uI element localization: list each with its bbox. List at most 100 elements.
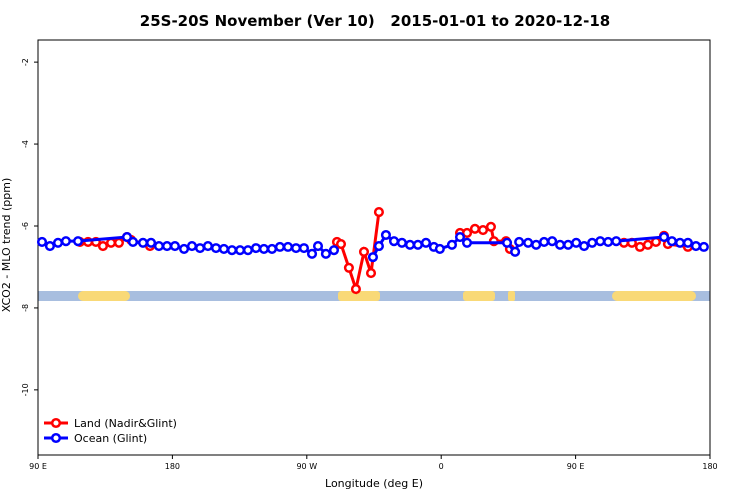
land-patch xyxy=(78,291,130,301)
point xyxy=(666,236,677,247)
point xyxy=(461,227,473,239)
x-tick-label: 90 W xyxy=(296,462,317,471)
point xyxy=(373,241,384,252)
point xyxy=(250,243,262,254)
point xyxy=(306,248,318,259)
legend-entry: Ocean (Glint) xyxy=(44,432,147,445)
y-tick-label: -8 xyxy=(21,304,30,312)
point xyxy=(373,207,384,218)
point xyxy=(234,245,246,256)
x-axis-label: Longitude (deg E) xyxy=(325,477,423,490)
point xyxy=(121,232,133,243)
point xyxy=(320,248,331,259)
point xyxy=(690,241,702,252)
point xyxy=(113,237,124,248)
point xyxy=(698,241,709,252)
point xyxy=(186,241,198,252)
point xyxy=(266,243,278,254)
point xyxy=(290,243,302,254)
point xyxy=(485,221,496,232)
point xyxy=(72,236,84,247)
point xyxy=(44,241,55,252)
point xyxy=(674,237,686,248)
legend-marker xyxy=(50,432,62,444)
y-tick-label: -6 xyxy=(21,222,30,230)
point xyxy=(274,241,285,252)
point xyxy=(563,239,574,250)
point xyxy=(358,246,370,257)
point xyxy=(461,237,473,248)
plot-frame xyxy=(37,39,711,456)
point xyxy=(514,236,525,248)
y-tick-label: -10 xyxy=(21,383,30,396)
legend-label: Land (Nadir&Glint) xyxy=(74,417,177,430)
point xyxy=(502,237,513,248)
x-tick-label: 180 xyxy=(165,462,180,471)
legend-label: Ocean (Glint) xyxy=(74,432,147,445)
point xyxy=(446,239,458,250)
point xyxy=(682,237,693,248)
point xyxy=(178,243,190,254)
point xyxy=(145,237,157,248)
point xyxy=(97,241,109,252)
point xyxy=(412,239,423,250)
point xyxy=(202,241,213,252)
chart-title: 25S-20S November (Ver 10) 2015-01-01 to … xyxy=(140,12,610,30)
land-mask xyxy=(38,291,710,301)
point xyxy=(137,237,149,248)
point xyxy=(335,238,347,250)
point xyxy=(642,239,653,250)
point xyxy=(218,243,229,254)
point xyxy=(242,245,254,256)
point xyxy=(477,225,489,236)
point xyxy=(658,232,670,243)
point xyxy=(169,241,180,252)
point xyxy=(634,241,646,252)
x-tick-label: 0 xyxy=(439,462,444,471)
point xyxy=(210,243,222,254)
point xyxy=(105,237,117,248)
legend-entry: Land (Nadir&Glint) xyxy=(44,417,177,430)
point xyxy=(539,236,550,248)
point xyxy=(153,241,165,252)
y-tick-label: -2 xyxy=(21,58,30,66)
point xyxy=(60,236,71,247)
point xyxy=(365,268,377,279)
point xyxy=(595,236,606,247)
point xyxy=(343,262,354,273)
point xyxy=(523,237,534,248)
land-patch xyxy=(612,291,696,301)
point xyxy=(388,236,400,247)
point xyxy=(298,243,310,254)
point xyxy=(312,241,324,252)
point xyxy=(579,241,590,252)
x-tick-label: 180 xyxy=(702,462,717,471)
point xyxy=(555,239,566,250)
point xyxy=(531,239,542,250)
point xyxy=(420,237,432,248)
point xyxy=(282,241,294,252)
land-patch xyxy=(463,291,495,301)
point xyxy=(611,236,622,247)
series xyxy=(36,229,709,263)
y-tick-label: -4 xyxy=(21,140,30,148)
point xyxy=(350,284,361,295)
y-axis-label: XCO2 - MLO trend (ppm) xyxy=(0,178,13,313)
point xyxy=(258,243,269,254)
legend-marker xyxy=(50,417,62,429)
point xyxy=(547,236,558,247)
x-tick-label: 90 E xyxy=(29,462,47,471)
point xyxy=(603,236,614,248)
point xyxy=(380,229,391,241)
point xyxy=(367,252,379,263)
point xyxy=(36,236,48,248)
point xyxy=(194,243,206,254)
point xyxy=(328,245,340,256)
point xyxy=(226,245,238,256)
point xyxy=(396,237,407,248)
point xyxy=(587,237,598,248)
point xyxy=(469,223,480,234)
point xyxy=(571,237,582,248)
land-patch xyxy=(338,291,380,301)
